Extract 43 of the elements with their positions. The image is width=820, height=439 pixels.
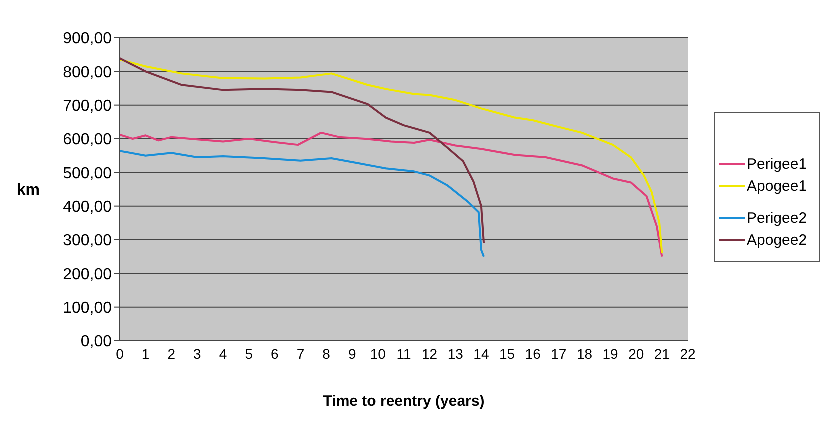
x-tick-label: 21 <box>654 346 670 362</box>
y-tick-label: 300,00 <box>63 232 112 250</box>
line-series <box>120 58 664 254</box>
x-tick-label: 13 <box>448 346 464 362</box>
x-tick-label: 17 <box>551 346 567 362</box>
line-series <box>120 58 486 244</box>
x-tick-label: 20 <box>628 346 644 362</box>
legend-label: Perigee2 <box>747 210 808 226</box>
legend-label: Perigee1 <box>747 156 808 172</box>
x-tick-label: 16 <box>525 346 542 362</box>
x-tick-label: 14 <box>474 346 490 362</box>
x-tick-label: 15 <box>499 346 516 362</box>
x-tick-label: 5 <box>245 346 254 362</box>
y-tick-label: 400,00 <box>63 199 112 216</box>
y-tick-label: 200,00 <box>63 266 112 284</box>
x-tick-label: 1 <box>142 346 150 362</box>
y-tick-label: 500,00 <box>63 165 112 182</box>
y-tick-label: 100,00 <box>63 300 112 318</box>
x-tick-label: 0 <box>116 346 124 362</box>
x-tick-label: 9 <box>348 346 356 362</box>
x-tick-label: 7 <box>296 346 305 362</box>
x-tick-label: 6 <box>271 346 280 362</box>
legend-label: Apogee1 <box>747 178 808 194</box>
y-tick-label: 800,00 <box>63 64 112 82</box>
x-tick-label: 11 <box>396 346 412 362</box>
x-tick-label: 19 <box>602 346 619 362</box>
x-tick-label: 3 <box>194 346 202 362</box>
x-tick-label: 18 <box>576 346 593 362</box>
line-series <box>120 132 664 258</box>
x-tick-label: 22 <box>680 346 696 362</box>
legend-label: Apogee2 <box>747 232 808 248</box>
line-series <box>120 150 486 258</box>
x-tick-label: 2 <box>168 346 176 362</box>
y-tick-label: 600,00 <box>63 132 112 149</box>
x-axis-title: Time to reentry (years) <box>323 393 485 410</box>
y-tick-label: 0,00 <box>80 334 112 351</box>
x-tick-label: 4 <box>219 346 228 362</box>
y-tick-label: 700,00 <box>63 98 112 116</box>
x-tick-label: 12 <box>422 346 438 362</box>
x-tick-label: 10 <box>370 346 386 362</box>
x-tick-label: 8 <box>322 346 331 362</box>
y-axis-title: km <box>16 182 40 200</box>
y-tick-label: 900,00 <box>63 30 112 48</box>
